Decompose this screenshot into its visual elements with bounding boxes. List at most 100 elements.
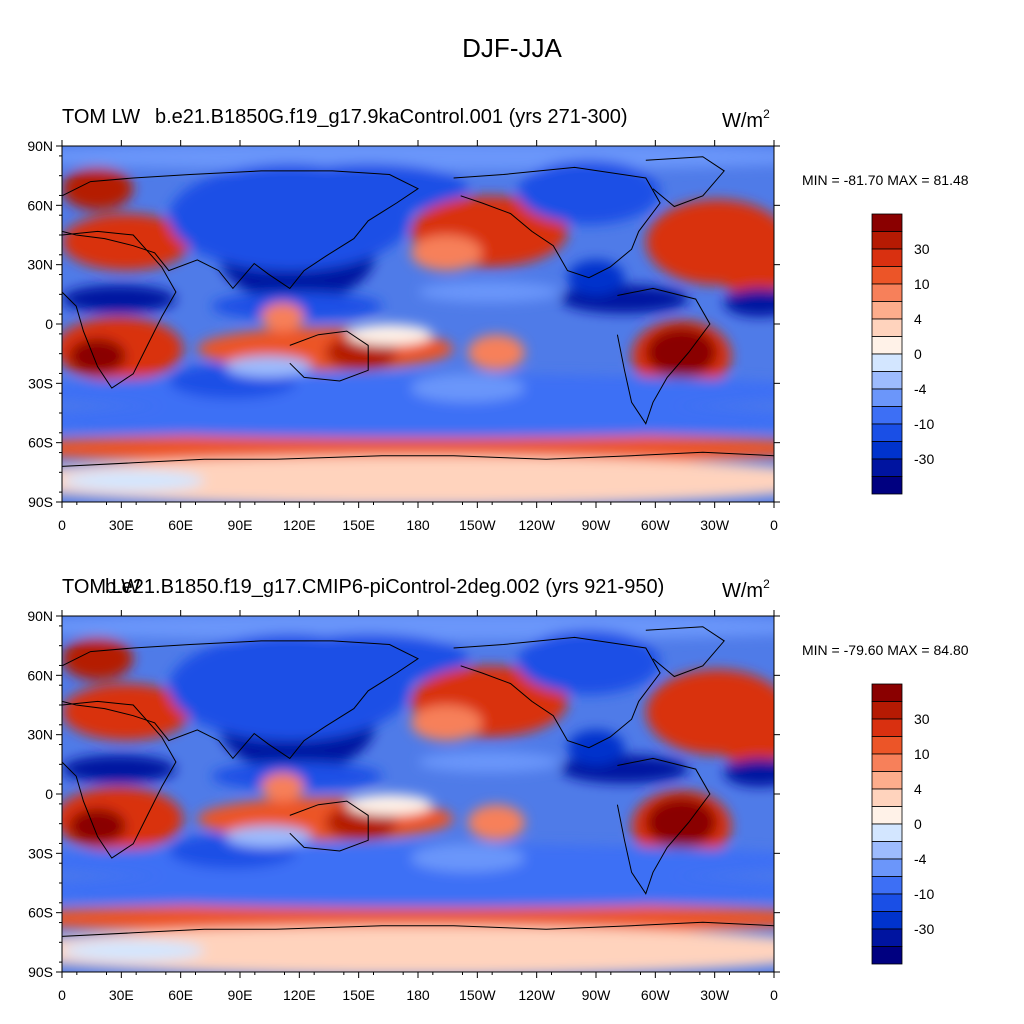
field-region	[62, 469, 205, 492]
colorbar-swatch	[871, 893, 903, 912]
y-tick-label: 90S	[28, 494, 53, 510]
coastline	[645, 156, 725, 208]
field-region	[645, 797, 718, 848]
field-region	[69, 338, 127, 374]
colorbar-swatch	[871, 318, 903, 337]
colorbar-swatch	[871, 928, 903, 947]
colorbar-swatch	[871, 231, 903, 250]
coastline	[62, 640, 419, 760]
panel-bottom-units: W/m2	[722, 577, 770, 602]
field-region	[62, 925, 774, 972]
field-region	[517, 630, 661, 695]
x-tick-label: 180	[406, 517, 430, 533]
x-tick-label: 60W	[641, 517, 671, 533]
x-tick-label: 180	[406, 987, 430, 1003]
panel-top-units: W/m2	[722, 107, 770, 132]
panel-top-map	[62, 146, 774, 502]
y-tick-label: 60N	[27, 197, 53, 213]
colorbar-swatch	[871, 248, 903, 267]
field-region	[62, 902, 774, 935]
panel-top-units-base: W/m	[722, 110, 763, 132]
colorbar-swatch	[871, 301, 903, 320]
field-region	[517, 160, 661, 225]
colorbar-label: -30	[914, 451, 934, 467]
x-tick-label: 60E	[168, 987, 193, 1003]
coastline	[62, 921, 774, 937]
colorbar-swatch	[871, 458, 903, 477]
x-tick-label: 120E	[283, 517, 316, 533]
field-region	[62, 213, 191, 271]
panel-bottom-left-title: TOM LW	[62, 576, 140, 598]
field-region	[62, 754, 176, 784]
field-region	[724, 758, 774, 787]
field-region	[62, 455, 774, 502]
x-tick-label: 60E	[168, 517, 193, 533]
field-region	[225, 826, 312, 848]
coastline	[616, 287, 711, 425]
field-region	[62, 683, 191, 741]
coastline	[289, 330, 369, 382]
x-tick-label: 90E	[228, 517, 253, 533]
field-region	[69, 808, 127, 844]
colorbar-label: -30	[914, 921, 934, 937]
panel-bottom-minmax: MIN = -79.60 MAX = 84.80	[802, 642, 969, 658]
field-region	[567, 729, 625, 766]
colorbar-swatch	[871, 476, 903, 495]
field-region	[717, 715, 774, 766]
coastline	[62, 230, 177, 389]
colorbar-swatch	[871, 771, 903, 790]
coastline	[453, 166, 661, 279]
colorbar-swatch	[871, 911, 903, 930]
colorbar-swatch	[871, 841, 903, 860]
field-region	[62, 637, 134, 681]
field-region	[225, 356, 312, 378]
coastline	[62, 700, 177, 859]
x-tick-label: 90W	[582, 517, 612, 533]
colorbar-swatch	[871, 353, 903, 372]
y-tick-label: 90N	[27, 608, 53, 624]
x-tick-label: 150E	[342, 987, 375, 1003]
colorbar-swatch	[871, 406, 903, 425]
coastline	[62, 451, 774, 467]
colorbar-swatch	[871, 736, 903, 755]
colorbar-label: 0	[914, 346, 922, 362]
y-tick-label: 90N	[27, 138, 53, 154]
field-region	[567, 259, 625, 296]
x-tick-label: 0	[58, 517, 66, 533]
colorbar-swatch	[871, 946, 903, 965]
x-tick-label: 30E	[109, 517, 134, 533]
colorbar-swatch	[871, 423, 903, 442]
coastline	[645, 626, 725, 678]
field-region	[346, 794, 433, 816]
colorbar-label: 10	[914, 276, 930, 292]
x-tick-label: 0	[770, 517, 778, 533]
field-region	[62, 402, 774, 438]
y-tick-label: 30N	[27, 257, 53, 273]
coastline	[616, 757, 711, 895]
colorbar-swatch	[871, 441, 903, 460]
colorbar-swatch	[871, 371, 903, 390]
field-layer	[62, 616, 774, 972]
x-tick-label: 60W	[641, 987, 671, 1003]
field-region	[62, 284, 176, 314]
field-region	[418, 281, 561, 303]
panel-bottom-colorbar: 30 10 4 0 -4 -10 -30	[871, 683, 934, 965]
field-region	[645, 327, 718, 378]
y-tick-label: 0	[45, 786, 53, 802]
field-region	[62, 939, 205, 962]
field-region	[62, 432, 774, 465]
colorbar-label: 30	[914, 241, 930, 257]
x-tick-label: 90E	[228, 987, 253, 1003]
x-tick-label: 120W	[518, 987, 555, 1003]
coastlines	[62, 156, 774, 467]
field-region	[467, 804, 525, 841]
coastline	[289, 800, 369, 852]
panel-bottom-units-sup: 2	[763, 577, 770, 591]
field-region	[717, 245, 774, 296]
panel-bottom-map	[62, 616, 774, 972]
colorbar-label: 4	[914, 311, 922, 327]
colorbar-label: 4	[914, 781, 922, 797]
panel-top-units-sup: 2	[763, 107, 770, 121]
colorbar-label: 10	[914, 746, 930, 762]
